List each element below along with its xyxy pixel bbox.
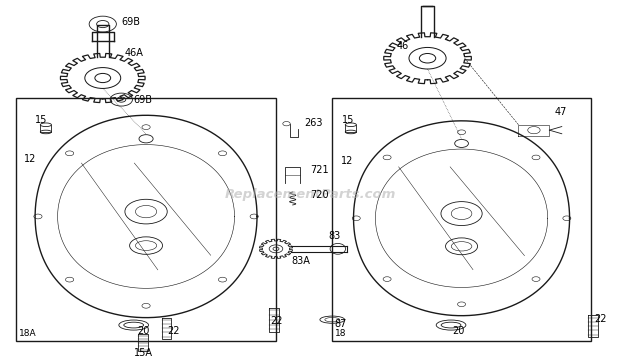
Text: 22: 22: [168, 326, 180, 336]
Text: 720: 720: [310, 190, 329, 200]
Text: 12: 12: [341, 156, 353, 166]
Text: 47: 47: [554, 107, 567, 117]
Text: 22: 22: [270, 316, 282, 326]
Text: 15: 15: [35, 115, 47, 125]
Text: ReplacementParts.com: ReplacementParts.com: [224, 188, 396, 201]
Text: 721: 721: [310, 165, 329, 175]
Bar: [332, 98, 591, 340]
Text: 22: 22: [595, 314, 607, 324]
Text: 18A: 18A: [19, 329, 37, 338]
Text: 83: 83: [329, 231, 341, 241]
Text: 12: 12: [24, 154, 37, 164]
Text: 15: 15: [342, 115, 355, 125]
Text: 69B: 69B: [122, 17, 140, 27]
Text: 20: 20: [137, 326, 149, 336]
Text: 87: 87: [335, 319, 347, 329]
Text: 46A: 46A: [125, 48, 143, 58]
Text: 69B: 69B: [134, 95, 153, 105]
Text: 15A: 15A: [133, 348, 153, 358]
Bar: [16, 98, 276, 340]
Text: 20: 20: [452, 326, 464, 336]
Text: 18: 18: [335, 329, 346, 338]
Text: 263: 263: [304, 118, 322, 128]
Text: 46: 46: [397, 41, 409, 51]
Text: 83A: 83A: [291, 256, 311, 266]
